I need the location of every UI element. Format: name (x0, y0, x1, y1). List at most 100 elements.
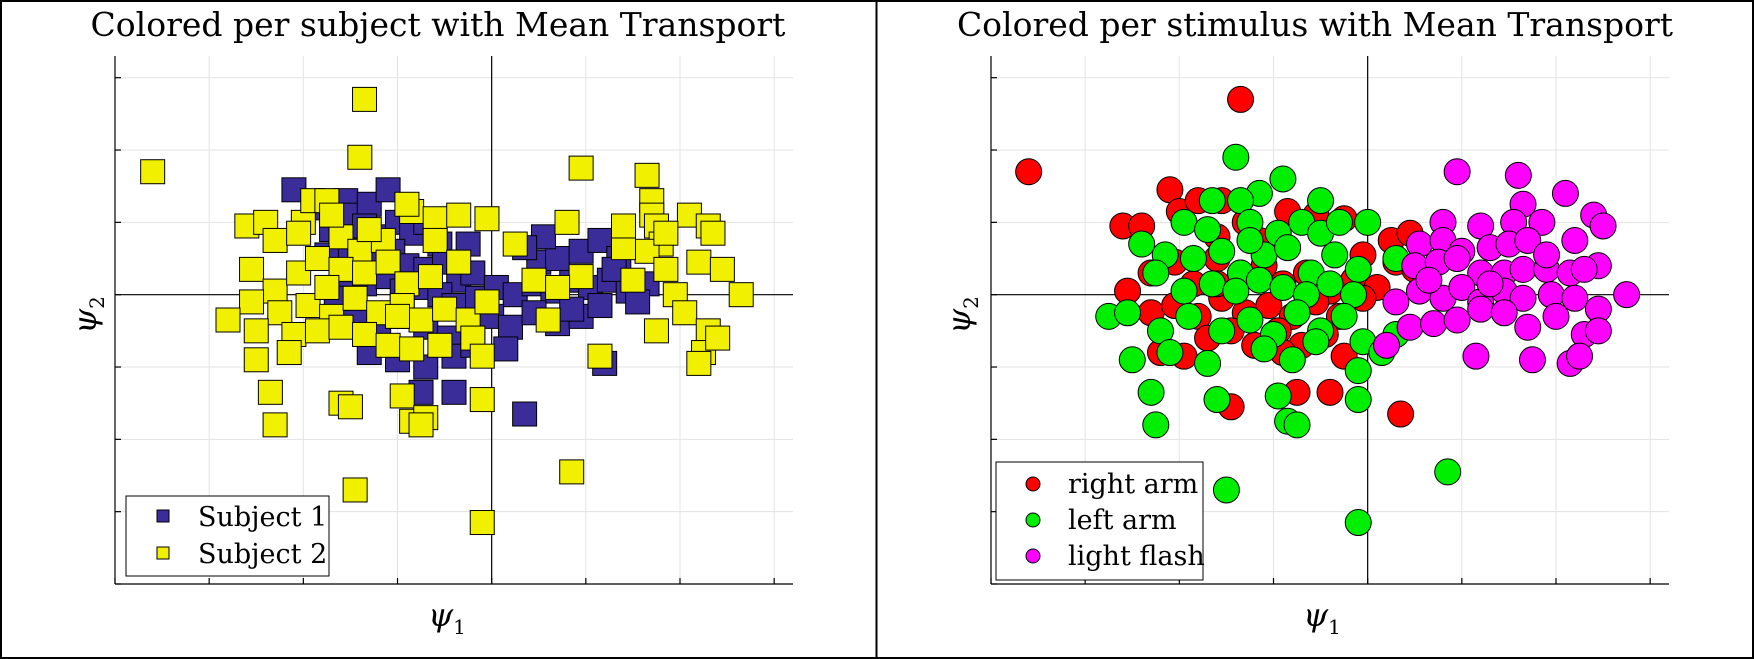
point-light-flash (1561, 284, 1589, 312)
point-subject-2 (262, 227, 288, 253)
point-light-flash (1566, 342, 1594, 370)
point-subject-1 (512, 401, 538, 427)
point-left-arm (1250, 335, 1278, 363)
point-subject-2 (474, 206, 500, 232)
point-subject-2 (319, 202, 345, 228)
panel-right: Colored per stimulus with Mean Transport… (940, 5, 1673, 639)
point-subject-1 (625, 289, 651, 315)
point-left-arm (1170, 208, 1198, 236)
point-left-arm (1307, 187, 1335, 215)
point-subject-2 (352, 260, 378, 286)
point-subject-2 (709, 256, 735, 282)
point-left-arm (1302, 328, 1330, 356)
point-light-flash (1589, 212, 1617, 240)
point-light-flash (1443, 245, 1471, 273)
points-right (1015, 85, 1641, 537)
point-subject-2 (728, 282, 754, 308)
point-left-arm (1114, 299, 1142, 327)
point-left-arm (1344, 509, 1372, 537)
point-subject-2 (427, 332, 453, 358)
point-subject-1 (587, 293, 613, 319)
point-right-arm (1015, 158, 1043, 186)
point-subject-2 (352, 321, 378, 347)
point-light-flash (1462, 342, 1490, 370)
legend-left: Subject 1 Subject 2 (125, 495, 330, 577)
point-right-arm (1227, 85, 1255, 113)
point-subject-1 (441, 379, 467, 405)
point-left-arm (1236, 226, 1264, 254)
point-light-flash (1415, 266, 1443, 294)
point-subject-1 (413, 354, 439, 380)
point-left-arm (1354, 208, 1382, 236)
point-subject-2 (554, 209, 580, 235)
legend-label-right-arm: right arm (1068, 469, 1198, 500)
point-left-arm (1325, 208, 1353, 236)
point-subject-2 (653, 220, 679, 246)
point-subject-2 (286, 220, 312, 246)
point-subject-2 (469, 510, 495, 536)
point-subject-2 (262, 278, 288, 304)
point-light-flash (1542, 302, 1570, 330)
point-subject-2 (243, 318, 269, 344)
point-subject-2 (375, 249, 401, 275)
point-subject-2 (215, 307, 241, 333)
point-left-arm (1283, 411, 1311, 439)
point-left-arm (1321, 241, 1349, 269)
legend-swatch-subject-1 (156, 509, 170, 523)
point-subject-2 (140, 159, 166, 185)
legend-label-subject-1: Subject 1 (198, 502, 327, 533)
point-left-arm (1222, 277, 1250, 305)
point-left-arm (1264, 382, 1292, 410)
point-left-arm (1175, 302, 1203, 330)
point-subject-2 (356, 217, 382, 243)
point-left-arm (1198, 187, 1226, 215)
point-left-arm (1208, 237, 1236, 265)
points-left (140, 86, 754, 536)
legend-label-light-flash: light flash (1068, 541, 1205, 572)
point-left-arm (1142, 411, 1170, 439)
point-subject-2 (672, 300, 698, 326)
point-light-flash (1551, 179, 1579, 207)
point-subject-2 (535, 307, 561, 333)
point-right-arm (1387, 400, 1415, 428)
point-subject-2 (686, 350, 712, 376)
point-left-arm (1344, 386, 1372, 414)
point-left-arm (1274, 234, 1302, 262)
point-subject-2 (432, 296, 458, 322)
point-subject-2 (267, 300, 293, 326)
point-left-arm (1222, 143, 1250, 171)
point-subject-2 (502, 231, 528, 257)
point-subject-2 (446, 249, 472, 275)
point-subject-2 (620, 267, 646, 293)
point-left-arm (1203, 386, 1231, 414)
point-light-flash (1476, 270, 1504, 298)
point-left-arm (1198, 270, 1226, 298)
point-subject-1 (559, 296, 585, 322)
x-axis-label-left: ψ1 (428, 596, 466, 639)
point-subject-2 (474, 289, 500, 315)
point-subject-2 (521, 267, 547, 293)
point-subject-2 (276, 340, 302, 366)
legend-swatch-left-arm (1025, 512, 1041, 528)
point-subject-2 (394, 191, 420, 217)
panel-left: Colored per subject with Mean Transport … (66, 5, 793, 639)
point-right-arm (1255, 292, 1283, 320)
point-subject-2 (568, 155, 594, 181)
point-subject-2 (257, 379, 283, 405)
point-subject-2 (243, 347, 269, 373)
point-subject-2 (304, 246, 330, 272)
point-subject-1 (493, 336, 519, 362)
point-subject-2 (328, 314, 354, 340)
y-axis-label-right: ψ2 (940, 296, 983, 334)
point-light-flash (1467, 295, 1495, 323)
point-left-arm (1344, 255, 1372, 283)
point-subject-2 (559, 459, 585, 485)
point-subject-2 (653, 256, 679, 282)
point-right-arm (1316, 378, 1344, 406)
point-light-flash (1528, 208, 1556, 236)
point-subject-2 (611, 213, 636, 239)
point-light-flash (1448, 273, 1476, 301)
y-axis-label-left: ψ2 (66, 296, 109, 334)
point-subject-2 (239, 256, 265, 282)
